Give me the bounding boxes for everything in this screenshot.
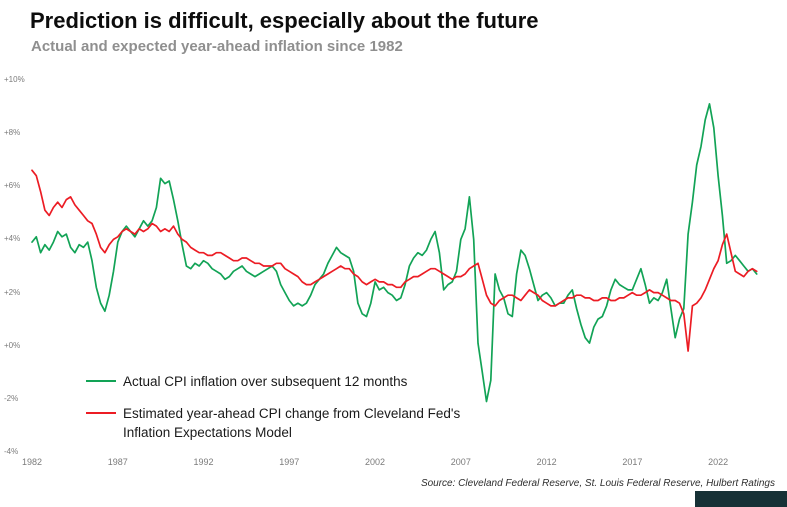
expected-line-swatch bbox=[86, 411, 116, 414]
y-tick-label: +0% bbox=[4, 340, 21, 350]
x-tick-label: 2022 bbox=[708, 457, 729, 467]
x-tick-label: 1987 bbox=[107, 457, 128, 467]
series-line-1 bbox=[31, 169, 758, 352]
legend-item-actual: Actual CPI inflation over subsequent 12 … bbox=[86, 372, 483, 392]
y-tick-label: +6% bbox=[4, 181, 21, 191]
actual-line-swatch bbox=[86, 380, 116, 382]
footer-brand-bar bbox=[695, 491, 787, 507]
x-tick-label: 2007 bbox=[450, 457, 471, 467]
y-tick-label: -4% bbox=[4, 447, 19, 456]
x-tick-label: 2017 bbox=[622, 457, 643, 467]
legend-item-expected: Estimated year-ahead CPI change from Cle… bbox=[86, 404, 483, 443]
x-tick-label: 1997 bbox=[279, 457, 300, 467]
legend: Actual CPI inflation over subsequent 12 … bbox=[86, 372, 483, 455]
y-tick-label: +10% bbox=[4, 75, 25, 84]
x-tick-label: 1982 bbox=[21, 457, 43, 467]
page-subtitle: Actual and expected year-ahead inflation… bbox=[31, 38, 403, 55]
legend-label-expected: Estimated year-ahead CPI change from Cle… bbox=[123, 405, 461, 441]
source-attribution: Source: Cleveland Federal Reserve, St. L… bbox=[420, 478, 775, 489]
series-line-0 bbox=[31, 103, 758, 403]
page-title: Prediction is difficult, especially abou… bbox=[30, 8, 539, 33]
y-tick-label: +4% bbox=[4, 234, 21, 244]
x-tick-label: 2012 bbox=[536, 457, 557, 467]
y-tick-label: +8% bbox=[4, 128, 21, 138]
y-tick-label: -2% bbox=[4, 393, 19, 403]
x-tick-label: 1992 bbox=[193, 457, 214, 467]
y-tick-label: +2% bbox=[4, 287, 21, 297]
x-tick-label: 2002 bbox=[365, 457, 386, 467]
legend-label-actual: Actual CPI inflation over subsequent 12 … bbox=[123, 374, 408, 389]
